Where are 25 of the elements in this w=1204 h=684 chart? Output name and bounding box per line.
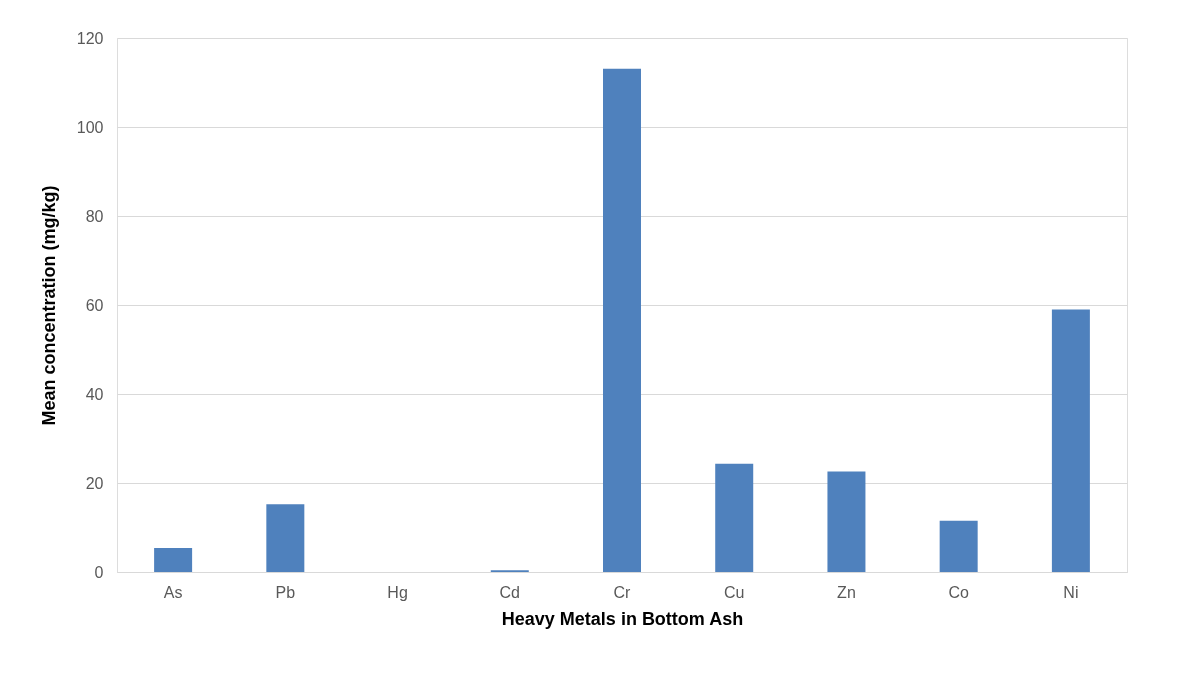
y-tick-label: 80 [85, 207, 104, 225]
x-axis-title: Heavy Metals in Bottom Ash [501, 608, 744, 629]
x-tick-label: As [163, 583, 183, 601]
bar [715, 463, 754, 572]
bar [827, 471, 866, 572]
y-tick-label: 40 [85, 385, 104, 403]
y-tick-label: 20 [85, 474, 104, 492]
bar [266, 504, 305, 572]
bar [603, 68, 641, 572]
x-tick-label: Cd [499, 583, 520, 601]
bar [1051, 309, 1090, 572]
x-tick-label: Cu [724, 583, 745, 601]
x-tick-label: Co [948, 583, 969, 601]
y-tick-label: 0 [94, 563, 104, 581]
bar [154, 547, 193, 572]
y-tick-label: 100 [76, 118, 104, 136]
bar [939, 520, 978, 572]
x-tick-label: Cr [613, 583, 632, 601]
x-tick-label: Pb [275, 583, 296, 601]
y-axis-title: Mean concentration (mg/kg) [38, 185, 59, 426]
x-tick-label: Hg [387, 583, 408, 601]
x-tick-label: Ni [1063, 583, 1079, 601]
y-tick-label: 120 [76, 29, 104, 47]
y-tick-label: 60 [85, 296, 104, 314]
x-tick-label: Zn [837, 583, 856, 601]
